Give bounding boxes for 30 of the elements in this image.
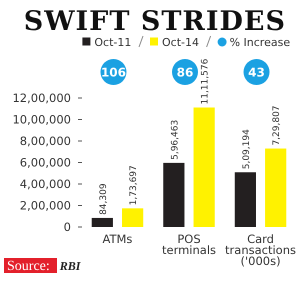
data-label: 84,309 [98, 183, 109, 215]
x-tick-label: Card transactions ('000s) [225, 232, 296, 268]
data-label: 7,29,807 [272, 105, 282, 146]
chart-title: SWIFT STRIDES [24, 6, 286, 37]
legend-label: Oct-14 [162, 36, 199, 49]
y-tick-label: 0 [64, 220, 71, 234]
bar [122, 208, 144, 227]
source-note: Source: RBI [7, 259, 82, 274]
x-tick-label: POS terminals [162, 232, 216, 257]
data-label: 5,09,194 [242, 128, 252, 170]
legend-label: % Increase [230, 36, 290, 49]
x-tick-label: ATMs [102, 232, 132, 246]
text: 43 [248, 66, 265, 80]
y-tick-label: 8,00,000 [20, 134, 71, 148]
y-tick-label: 6,00,000 [20, 156, 71, 170]
data-label: 11,11,576 [200, 58, 211, 105]
data-label: 5,96,463 [170, 120, 180, 160]
bar [234, 172, 256, 227]
data-label: 1,73,697 [129, 165, 140, 206]
text: 106 [100, 66, 126, 80]
bar [92, 218, 113, 227]
y-tick-label: 12,00,000 [12, 91, 71, 105]
y-tick-label: 10,00,000 [12, 112, 71, 126]
bar [163, 162, 184, 227]
bar [194, 108, 215, 227]
y-tick-label: 4,00,000 [20, 177, 71, 191]
y-tick-label: 2,00,000 [20, 198, 71, 212]
legend-label: Oct-11 [94, 36, 132, 49]
bar [265, 148, 286, 227]
text: 86 [176, 66, 194, 80]
